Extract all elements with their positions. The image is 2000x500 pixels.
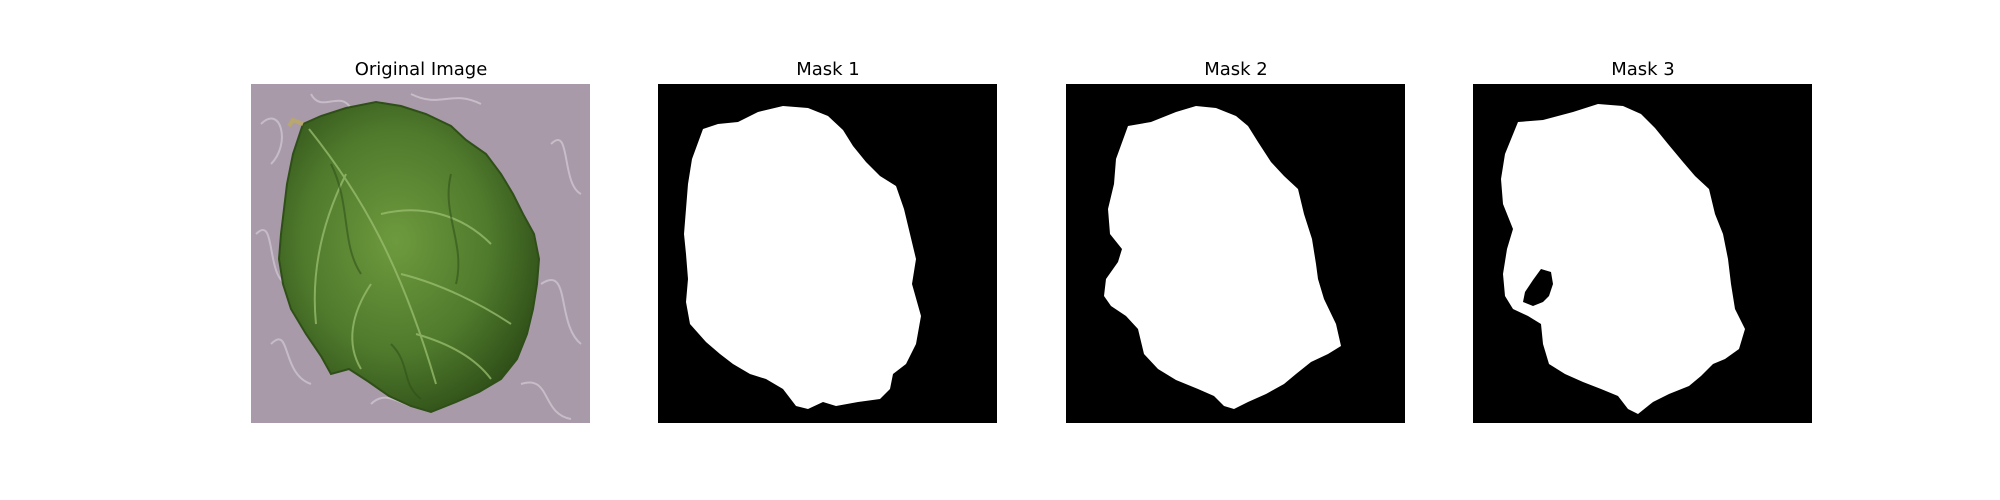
- mask-1-panel: [658, 84, 997, 423]
- mask-1-image: [658, 84, 997, 423]
- mask-3-image: [1473, 84, 1812, 423]
- mask-3-panel: [1473, 84, 1812, 423]
- mask-2-title: Mask 2: [1066, 58, 1406, 82]
- mask-3-title: Mask 3: [1473, 58, 1813, 82]
- original-image-title: Original Image: [251, 58, 591, 82]
- mask-2-panel: [1066, 84, 1405, 423]
- mask-2-blob: [1124, 268, 1136, 280]
- mask-1-title: Mask 1: [658, 58, 998, 82]
- leaf-photo: [251, 84, 590, 423]
- mask-2-image: [1066, 84, 1405, 423]
- original-image-panel: [251, 84, 590, 423]
